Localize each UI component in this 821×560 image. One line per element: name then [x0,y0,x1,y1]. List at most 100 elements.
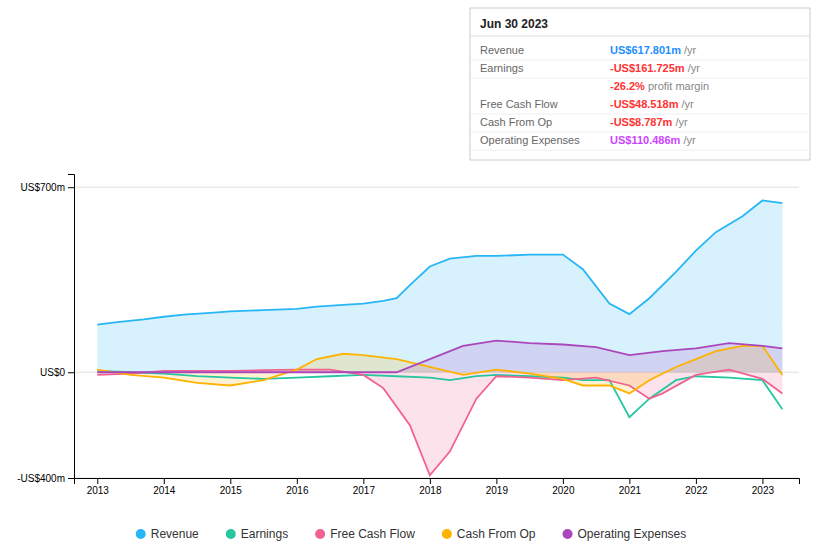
y-tick-label: US$0 [40,367,65,378]
x-tick: 2017 [353,478,376,496]
x-tick-label: 2018 [419,485,442,496]
series-line [97,371,782,417]
info-row-label: Cash From Op [480,116,552,128]
info-row-value: -US$161.725m [610,62,685,74]
info-row-suffix: /yr [680,134,696,146]
x-tick-mark [629,478,630,484]
chart-container: -US$400mUS$0US$700m201320142015201620172… [0,0,821,560]
x-tick-label: 2022 [685,485,708,496]
x-tick-mark [297,478,298,484]
x-tick-label: 2020 [552,485,575,496]
info-row-value: -26.2% [610,80,645,92]
x-tick-label: 2021 [619,485,642,496]
legend-item: Free Cash Flow [315,527,415,541]
x-tick-mark [230,478,231,484]
x-tick-mark [696,478,697,484]
x-tick: 2021 [619,478,642,496]
info-row-label: Revenue [480,44,524,56]
series-group [97,200,782,475]
x-tick-label: 2017 [353,485,376,496]
legend-label: Operating Expenses [578,527,687,541]
y-tick-mark [68,187,74,188]
info-box-divider [470,36,810,37]
legend-swatch [136,529,146,539]
y-tick: -US$400m [17,473,74,484]
series-area [97,370,782,476]
legend-label: Revenue [151,527,199,541]
x-tick-mark [164,478,165,484]
x-tick-label: 2015 [220,485,243,496]
info-row-suffix: /yr [681,44,697,56]
legend-item: Earnings [226,527,288,541]
info-row-suffix: profit margin [645,80,709,92]
x-tick-label: 2023 [752,485,775,496]
x-tick: 2018 [419,478,442,496]
y-axis-line [68,175,75,479]
legend-item: Operating Expenses [563,527,687,541]
grid [74,187,799,478]
y-tick-mark [68,372,74,373]
x-tick: 2023 [752,478,775,496]
info-row-value: US$110.486m [610,134,681,146]
x-tick-label: 2019 [486,485,509,496]
info-box: Jun 30 2023 Revenue US$617.801m /yr Earning… [470,8,810,160]
info-row-divider [470,78,810,79]
info-row-divider [470,150,810,151]
x-tick: 2013 [87,478,110,496]
info-row-label: Free Cash Flow [480,98,558,110]
info-row-label: Operating Expenses [480,134,580,146]
series-area [97,341,782,373]
series-line [97,346,782,394]
info-row-suffix: /yr [679,98,695,110]
x-tick: 2014 [153,478,176,496]
x-axis: 2013 2014 2015 2016 2017 2018 2019 2020 2021 2022… [75,478,800,496]
y-axis: -US$400m US$0 US$700m [17,175,74,484]
x-tick-mark [496,478,497,484]
series-line [97,370,782,476]
info-row-divider [470,60,810,61]
legend-swatch [442,529,452,539]
y-tick: US$700m [21,182,74,193]
legend-swatch [563,529,573,539]
info-row-value: -US$8.787m [610,116,673,128]
x-tick-label: 2013 [87,485,110,496]
info-row-suffix: /yr [672,116,688,128]
info-row-suffix: /yr [685,62,701,74]
info-row-divider [470,132,810,133]
legend: Revenue Earnings Free Cash Flow Cash From O… [136,527,687,541]
x-tick-mark [97,478,98,484]
y-tick: US$0 [40,367,74,378]
x-tick-mark [563,478,564,484]
x-tick: 2022 [685,478,708,496]
info-row-divider [470,114,810,115]
y-tick-label: -US$400m [17,473,65,484]
legend-item: Revenue [136,527,199,541]
info-box-frame [470,8,810,160]
series-line [97,341,782,373]
x-tick: 2020 [552,478,575,496]
info-row-value: US$617.801m [610,44,681,56]
series-line [97,200,782,324]
x-tick-label: 2014 [153,485,176,496]
legend-item: Cash From Op [442,527,536,541]
info-box-title: Jun 30 2023 [480,17,548,31]
x-tick-mark [430,478,431,484]
y-tick-label: US$700m [21,182,65,193]
y-tick-mark [68,478,74,479]
legend-swatch [315,529,325,539]
plot-area: -US$400mUS$0US$700m201320142015201620172… [17,175,799,497]
legend-label: Earnings [241,527,288,541]
info-row-value: -US$48.518m [610,98,679,110]
info-row-label: Earnings [480,62,524,74]
x-tick: 2019 [486,478,509,496]
legend-swatch [226,529,236,539]
x-tick-mark [762,478,763,484]
series-area [97,200,782,372]
x-tick-label: 2016 [286,485,309,496]
x-axis-line [75,479,800,485]
grid-line [74,187,799,188]
x-tick-mark [363,478,364,484]
legend-label: Free Cash Flow [330,527,415,541]
chart-svg: -US$400mUS$0US$700m201320142015201620172… [0,0,821,560]
x-tick: 2016 [286,478,309,496]
